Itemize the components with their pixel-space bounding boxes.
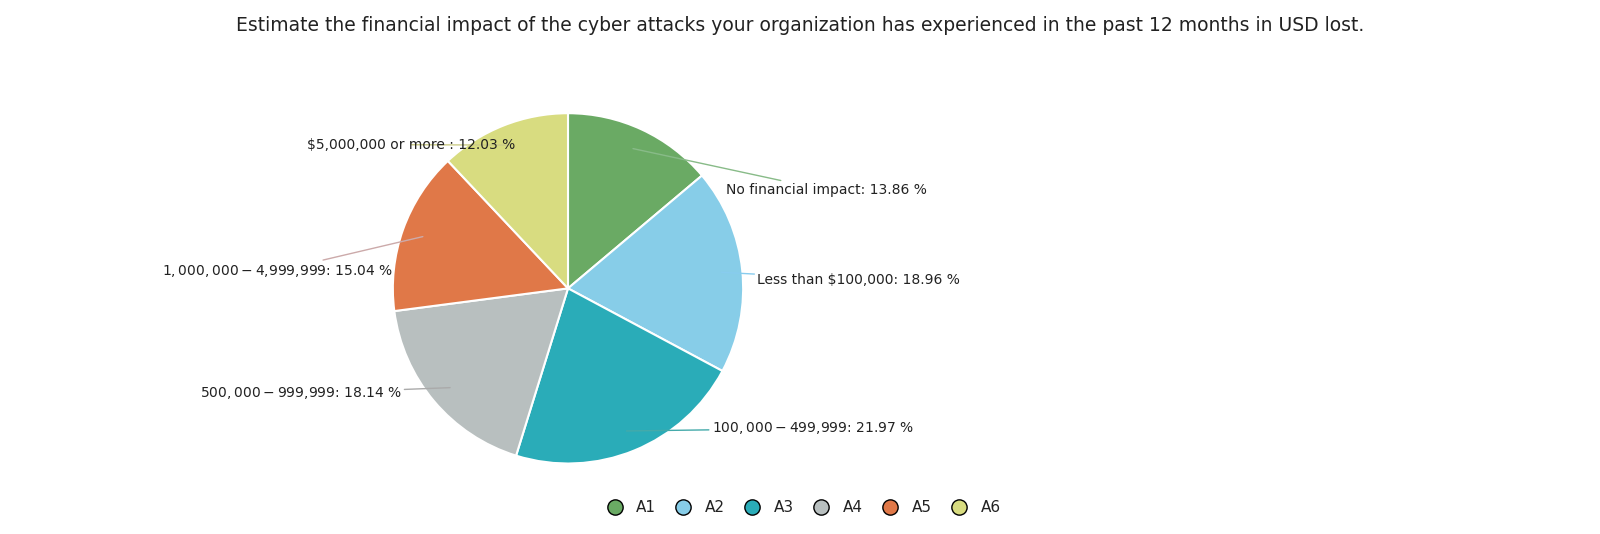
Text: $100,000 - $499,999: 21.97 %: $100,000 - $499,999: 21.97 % — [627, 420, 914, 436]
Text: Less than $100,000: 18.96 %: Less than $100,000: 18.96 % — [722, 272, 960, 287]
Wedge shape — [448, 113, 568, 288]
Wedge shape — [517, 288, 723, 464]
Wedge shape — [394, 161, 568, 311]
Text: No financial impact: 13.86 %: No financial impact: 13.86 % — [634, 148, 926, 197]
Text: $500,000 - $999,999: 18.14 %: $500,000 - $999,999: 18.14 % — [200, 386, 450, 402]
Wedge shape — [394, 288, 568, 456]
Wedge shape — [568, 176, 742, 371]
Legend: A1, A2, A3, A4, A5, A6: A1, A2, A3, A4, A5, A6 — [594, 494, 1006, 521]
Text: $1,000,000 - $4,999,999: 15.04 %: $1,000,000 - $4,999,999: 15.04 % — [162, 237, 422, 279]
Wedge shape — [568, 113, 702, 288]
Text: Estimate the financial impact of the cyber attacks your organization has experie: Estimate the financial impact of the cyb… — [235, 16, 1365, 35]
Text: $5,000,000 or more : 12.03 %: $5,000,000 or more : 12.03 % — [307, 138, 515, 152]
